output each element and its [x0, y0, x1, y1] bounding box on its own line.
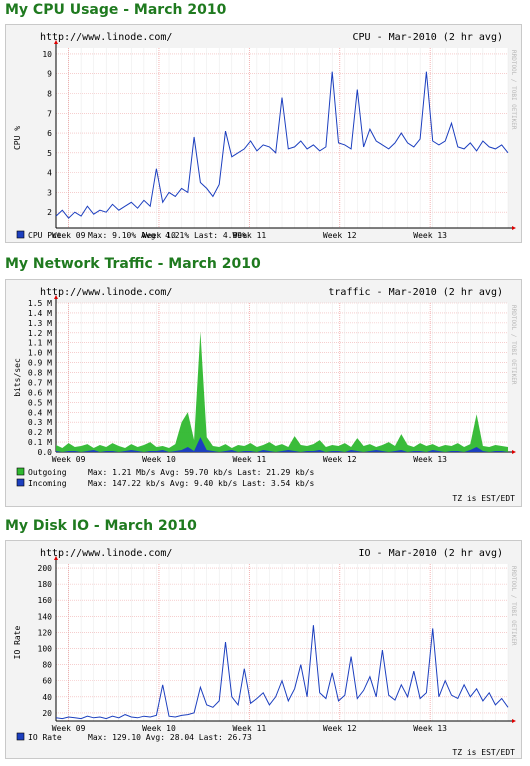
y-axis-label: CPU %	[13, 126, 22, 150]
x-tick-label: Week 13	[413, 724, 447, 733]
header-url: http://www.linode.com/	[40, 32, 172, 43]
legend-stats: Max: 1.21 Mb/s Avg: 59.70 kb/s Last: 21.…	[88, 468, 315, 477]
y-tick-label: 8	[47, 89, 52, 98]
legend-name: CPU Pct	[28, 231, 62, 240]
y-tick-label: 4	[47, 169, 52, 178]
disk-io-chart: http://www.linode.com/IO - Mar-2010 (2 h…	[13, 548, 517, 757]
x-tick-label: Week 13	[413, 455, 447, 464]
timezone-note: TZ is EST/EDT	[452, 748, 515, 757]
y-tick-label: 7	[47, 109, 52, 118]
cpu-chart: http://www.linode.com/CPU - Mar-2010 (2 …	[13, 32, 517, 240]
disk-io-chart-panel: http://www.linode.com/IO - Mar-2010 (2 h…	[5, 540, 522, 759]
legend-name: IO Rate	[28, 733, 62, 742]
y-tick-label: 0.0	[38, 448, 53, 457]
y-tick-label: 140	[38, 612, 53, 621]
y-axis-label: IO Rate	[13, 625, 22, 659]
y-tick-label: 0.6 M	[28, 388, 52, 397]
y-axis-arrow	[54, 295, 58, 299]
x-tick-label: Week 10	[142, 231, 176, 240]
y-tick-label: 0.4 M	[28, 408, 52, 417]
legend-stats: Max: 129.10 Avg: 28.04 Last: 26.73	[88, 733, 252, 742]
x-axis-arrow	[512, 450, 516, 454]
rrdtool-watermark: RRDTOOL / TOBI OETIKER	[510, 566, 517, 646]
y-tick-label: 180	[38, 580, 53, 589]
legend-name: Incoming	[28, 479, 67, 488]
y-tick-label: 2	[47, 208, 52, 217]
legend-stats: Max: 9.10% Avg: 4.21% Last: 4.99%	[88, 231, 247, 240]
timezone-note: TZ is EST/EDT	[452, 494, 515, 503]
x-tick-label: Week 11	[232, 724, 266, 733]
y-tick-label: 0.1 M	[28, 438, 52, 447]
y-tick-label: 1.4 M	[28, 309, 52, 318]
y-tick-label: 100	[38, 645, 53, 654]
network-chart: http://www.linode.com/traffic - Mar-2010…	[13, 287, 517, 503]
y-tick-label: 0.3 M	[28, 418, 52, 427]
cpu-section-title: My CPU Usage - March 2010	[5, 2, 227, 18]
y-tick-label: 0.7 M	[28, 378, 52, 387]
x-axis-arrow	[512, 226, 516, 230]
legend-swatch	[16, 732, 25, 741]
x-tick-label: Week 13	[413, 231, 447, 240]
header-url: http://www.linode.com/	[40, 548, 172, 559]
x-tick-label: Week 12	[323, 724, 357, 733]
x-tick-label: Week 11	[232, 455, 266, 464]
series-line-cpu-pct	[55, 71, 509, 219]
legend-swatch	[16, 478, 25, 487]
cpu-chart-panel: http://www.linode.com/CPU - Mar-2010 (2 …	[5, 24, 522, 243]
y-tick-label: 9	[47, 70, 52, 79]
y-tick-label: 200	[38, 564, 53, 573]
y-axis-arrow	[54, 556, 58, 560]
legend-swatch	[16, 230, 25, 239]
y-tick-label: 20	[42, 709, 52, 718]
rrdtool-watermark: RRDTOOL / TOBI OETIKER	[510, 305, 517, 385]
y-tick-label: 40	[42, 693, 52, 702]
y-tick-label: 1.5 M	[28, 299, 52, 308]
network-chart-panel: http://www.linode.com/traffic - Mar-2010…	[5, 279, 522, 507]
y-tick-label: 1.2 M	[28, 329, 52, 338]
y-tick-label: 0.8 M	[28, 369, 52, 378]
y-tick-label: 120	[38, 628, 53, 637]
y-axis-label: bits/sec	[13, 358, 22, 397]
y-tick-label: 3	[47, 188, 52, 197]
y-tick-label: 1.1 M	[28, 339, 52, 348]
y-tick-label: 0.9 M	[28, 359, 52, 368]
y-tick-label: 10	[42, 50, 52, 59]
y-tick-label: 80	[42, 661, 52, 670]
x-tick-label: Week 11	[232, 231, 266, 240]
header-right: CPU - Mar-2010 (2 hr avg)	[352, 32, 503, 43]
legend-swatch	[16, 467, 25, 476]
header-url: http://www.linode.com/	[40, 287, 172, 298]
y-tick-label: 6	[47, 129, 52, 138]
legend-stats: Max: 147.22 kb/s Avg: 9.40 kb/s Last: 3.…	[88, 479, 315, 488]
y-axis-arrow	[54, 40, 58, 44]
header-right: IO - Mar-2010 (2 hr avg)	[359, 548, 504, 559]
network-section-title: My Network Traffic - March 2010	[5, 256, 261, 272]
legend-name: Outgoing	[28, 468, 67, 477]
x-tick-label: Week 12	[323, 231, 357, 240]
x-tick-label: Week 09	[52, 231, 86, 240]
x-tick-label: Week 10	[142, 455, 176, 464]
x-tick-label: Week 12	[323, 455, 357, 464]
disk-io-section-title: My Disk IO - March 2010	[5, 518, 197, 534]
y-tick-label: 60	[42, 677, 52, 686]
rrdtool-watermark: RRDTOOL / TOBI OETIKER	[510, 50, 517, 130]
y-tick-label: 1.0 M	[28, 349, 52, 358]
y-tick-label: 160	[38, 596, 53, 605]
y-tick-label: 5	[47, 149, 52, 158]
series-line-io-rate	[55, 625, 509, 720]
x-tick-label: Week 09	[52, 455, 86, 464]
header-right: traffic - Mar-2010 (2 hr avg)	[328, 287, 503, 298]
y-tick-label: 0.2 M	[28, 428, 52, 437]
y-tick-label: 0.5 M	[28, 398, 52, 407]
x-tick-label: Week 09	[52, 724, 86, 733]
y-tick-label: 1.3 M	[28, 319, 52, 328]
x-tick-label: Week 10	[142, 724, 176, 733]
x-axis-arrow	[512, 719, 516, 723]
